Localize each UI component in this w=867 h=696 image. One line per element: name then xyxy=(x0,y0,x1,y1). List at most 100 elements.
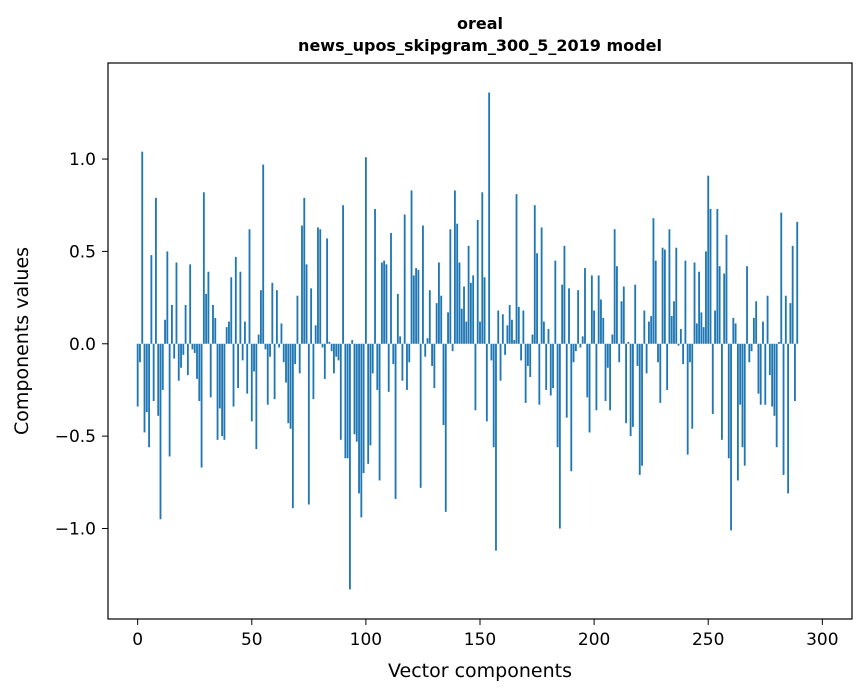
bar xyxy=(593,310,596,344)
bar xyxy=(595,343,598,411)
bar xyxy=(139,343,141,363)
bar xyxy=(285,343,287,383)
bar xyxy=(499,343,502,381)
x-tick-label: 300 xyxy=(806,630,838,650)
x-tick-label: 0 xyxy=(132,630,143,650)
bar xyxy=(205,293,208,344)
bar xyxy=(394,343,397,499)
bar xyxy=(782,343,785,475)
bar xyxy=(611,334,614,344)
bar xyxy=(501,314,504,344)
bar xyxy=(689,343,691,363)
bar xyxy=(170,304,173,344)
bar xyxy=(401,343,404,381)
bar xyxy=(164,319,166,344)
bar xyxy=(369,343,372,446)
bar xyxy=(449,229,452,344)
bar xyxy=(287,343,290,424)
bar xyxy=(422,225,424,344)
bar xyxy=(189,264,192,344)
bar xyxy=(536,253,538,344)
bar xyxy=(193,343,196,354)
bar xyxy=(353,343,356,435)
bar xyxy=(253,343,255,372)
bar xyxy=(568,288,570,344)
bar xyxy=(380,262,383,344)
bar xyxy=(200,343,203,468)
bar xyxy=(632,343,634,427)
bar xyxy=(180,343,182,368)
bar xyxy=(307,343,310,505)
bar xyxy=(732,317,735,344)
x-axis: 0 50 100 150 200 250 300 xyxy=(132,619,839,650)
bar xyxy=(711,343,714,414)
bar xyxy=(326,238,329,344)
bar xyxy=(136,343,139,407)
bar xyxy=(241,343,244,361)
bar xyxy=(360,343,363,518)
bar xyxy=(186,343,189,376)
bar xyxy=(280,323,283,344)
bar xyxy=(531,334,534,344)
bar xyxy=(191,343,194,350)
bar xyxy=(248,229,251,344)
bar xyxy=(741,343,744,448)
bar xyxy=(312,343,315,400)
bar xyxy=(693,262,696,344)
bar xyxy=(323,343,326,379)
bar xyxy=(659,343,662,403)
bar xyxy=(349,343,351,590)
bar xyxy=(415,268,418,344)
bar xyxy=(342,205,344,344)
bar xyxy=(497,310,500,344)
bar xyxy=(625,343,627,424)
x-axis-label: Vector components xyxy=(388,660,572,682)
bar xyxy=(636,343,639,366)
bar xyxy=(428,290,431,344)
bar xyxy=(234,256,237,344)
bar xyxy=(305,264,308,344)
bar xyxy=(378,343,381,481)
bar xyxy=(492,343,495,448)
bar xyxy=(757,343,760,394)
bar xyxy=(556,343,559,448)
bar xyxy=(175,262,178,344)
bar xyxy=(330,343,333,352)
bar xyxy=(581,336,584,344)
bar xyxy=(634,284,637,344)
bar xyxy=(269,343,271,357)
bar xyxy=(143,343,146,433)
bar xyxy=(469,282,472,344)
bar xyxy=(483,277,486,344)
bar xyxy=(663,249,666,344)
bar xyxy=(668,229,671,344)
bar xyxy=(771,343,774,407)
bar xyxy=(682,343,685,365)
bar xyxy=(513,340,516,344)
bar xyxy=(335,343,338,357)
bar xyxy=(524,343,527,403)
bar xyxy=(474,343,477,411)
bar xyxy=(273,343,276,400)
bar xyxy=(620,301,623,344)
bar xyxy=(216,343,219,440)
bar xyxy=(661,247,664,344)
bar xyxy=(554,260,557,344)
bar xyxy=(673,301,675,344)
bar xyxy=(317,227,319,344)
bar xyxy=(529,343,532,378)
bar xyxy=(794,343,796,402)
x-tick-label: 250 xyxy=(692,630,724,650)
bar xyxy=(533,205,536,344)
bar xyxy=(444,343,447,512)
bar xyxy=(572,343,575,363)
bar xyxy=(212,304,214,344)
bar xyxy=(202,192,205,344)
bar xyxy=(780,212,783,344)
bar xyxy=(403,214,406,344)
bar xyxy=(376,343,379,390)
bar xyxy=(442,343,445,426)
bar xyxy=(549,343,552,396)
bar xyxy=(515,194,518,344)
